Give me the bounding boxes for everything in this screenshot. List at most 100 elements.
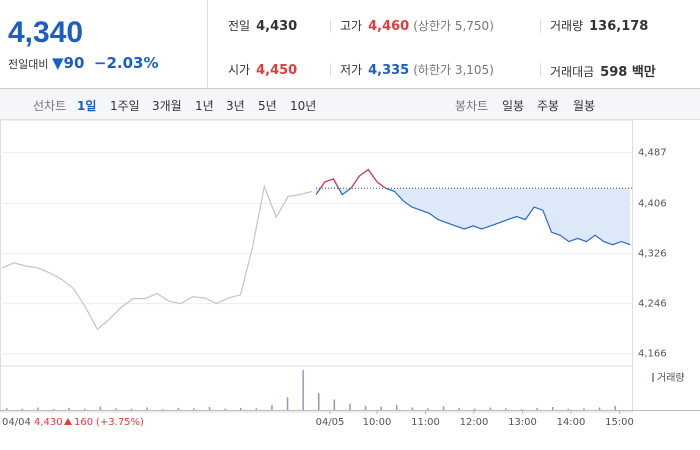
- volume-bar: [349, 403, 351, 410]
- stat-label: 거래대금: [550, 65, 595, 79]
- stat: 시가 4,450: [228, 61, 297, 78]
- x-tick-label: 15:00: [605, 417, 634, 428]
- volume-bar: [567, 408, 570, 410]
- stat-label: 전일: [228, 19, 251, 33]
- volume-bar: [302, 370, 304, 410]
- volume-bar: [146, 407, 148, 410]
- volume-bar: [286, 397, 289, 410]
- tab[interactable]: 3년: [226, 99, 245, 113]
- plot-frame: [0, 119, 633, 413]
- volume-bar: [6, 408, 8, 410]
- legend-swatch: [652, 373, 654, 382]
- tab[interactable]: 주봉: [537, 99, 560, 113]
- legend-label: 거래량: [657, 372, 685, 384]
- separator: [540, 19, 541, 33]
- volume-bar: [442, 406, 445, 410]
- footer-pct: (+3.75%): [96, 417, 144, 428]
- price: 4,340: [8, 16, 84, 49]
- volume-bar: [52, 409, 55, 410]
- volume-bar: [162, 409, 164, 410]
- footer-price: 4,430: [34, 417, 63, 428]
- stat-value: 4,430: [256, 19, 298, 34]
- stat: 거래대금 598 백만: [550, 61, 656, 80]
- line-up: [319, 168, 388, 189]
- line: [1, 184, 313, 331]
- tab[interactable]: 일봉: [502, 99, 525, 113]
- separator: [330, 19, 331, 33]
- y-tick-label: 4,487: [638, 148, 667, 159]
- y-tick-label: 4,166: [638, 349, 667, 360]
- volume-bar: [427, 408, 429, 410]
- change: 전일대비 ▼90 −2.03%: [8, 54, 159, 72]
- footer-date: 04/04: [2, 417, 31, 428]
- volume-bar: [364, 405, 367, 410]
- stat-label: 저가: [340, 63, 363, 77]
- x-tick-label: 14:00: [557, 417, 586, 428]
- separator: [330, 63, 331, 77]
- stat: 저가 4,335 (하한가 3,105): [340, 61, 494, 78]
- change-value: 90: [63, 54, 85, 72]
- stat-value: 598 백만: [600, 65, 656, 80]
- volume-bar: [255, 408, 258, 410]
- stat: 고가 4,460 (상한가 5,750): [340, 17, 494, 34]
- change-pct: −2.03%: [93, 54, 159, 72]
- volume-bar: [411, 407, 414, 410]
- y-tick-label: 4,246: [638, 299, 667, 310]
- volume-bar: [536, 407, 538, 410]
- volume-bar: [333, 399, 336, 410]
- fall-area: [316, 188, 630, 245]
- volume-bar: [224, 408, 226, 410]
- volume-bar: [99, 406, 102, 410]
- x-tick-label: 11:00: [411, 417, 440, 428]
- tab[interactable]: 10년: [290, 99, 317, 113]
- volume-bar: [505, 408, 507, 410]
- volume-bar: [21, 408, 24, 410]
- stat: 거래량 136,178: [550, 17, 648, 34]
- volume-bar: [84, 408, 86, 410]
- tab[interactable]: 1일: [77, 99, 97, 113]
- volume-bar: [552, 407, 554, 410]
- quote: 4,340 전일대비 ▼90 −2.03%: [0, 0, 208, 88]
- stat: 전일 4,430: [228, 17, 297, 34]
- volume-bar: [177, 407, 180, 410]
- x-tick-label: 12:00: [460, 417, 489, 428]
- y-tick-label: 4,406: [638, 198, 667, 209]
- x-tick-label: 13:00: [508, 417, 537, 428]
- stat-value: 4,335: [368, 63, 410, 78]
- tab[interactable]: 1주일: [110, 99, 140, 113]
- volume-bar: [614, 405, 616, 410]
- x-tick-label: 04/05: [316, 417, 345, 428]
- volume-bar: [318, 393, 320, 410]
- tab[interactable]: 1년: [195, 99, 214, 113]
- stat-value: 4,460: [368, 19, 410, 34]
- volume-bar: [37, 407, 39, 410]
- volume-bar: [208, 407, 211, 410]
- volume-bar: [458, 407, 460, 410]
- y-tick-label: 4,326: [638, 248, 667, 259]
- tab[interactable]: 3개월: [152, 99, 182, 113]
- change-label: 전일대비: [8, 58, 49, 71]
- volume-bar: [489, 407, 492, 410]
- tab-label: 봉차트: [455, 99, 489, 113]
- volume-bar: [396, 404, 398, 410]
- tab[interactable]: 월봉: [573, 99, 596, 113]
- volume-bar: [598, 407, 601, 410]
- stat-label: 고가: [340, 19, 363, 33]
- stat-note: (상한가 5,750): [413, 19, 494, 33]
- tab-bar: 선차트 1일 1주일 3개월 1년 3년 5년 10년 봉차트 일봉 주봉 월봉: [0, 89, 700, 120]
- separator: [540, 63, 541, 77]
- header: 4,340 전일대비 ▼90 −2.03% 전일 4,430 고가 4,460 (상한가…: [0, 0, 700, 89]
- volume-bar: [583, 408, 585, 410]
- tab-label: 선차트: [33, 99, 67, 113]
- stat-value: 136,178: [589, 19, 649, 34]
- stat-value: 4,450: [256, 63, 298, 78]
- tab[interactable]: 5년: [258, 99, 277, 113]
- volume-bar: [115, 408, 117, 410]
- x-tick-label: 10:00: [363, 417, 392, 428]
- stat-note: (하한가 3,105): [413, 63, 494, 77]
- volume-bar: [68, 407, 70, 410]
- volume-bar: [520, 409, 523, 410]
- volume-bar: [380, 406, 382, 410]
